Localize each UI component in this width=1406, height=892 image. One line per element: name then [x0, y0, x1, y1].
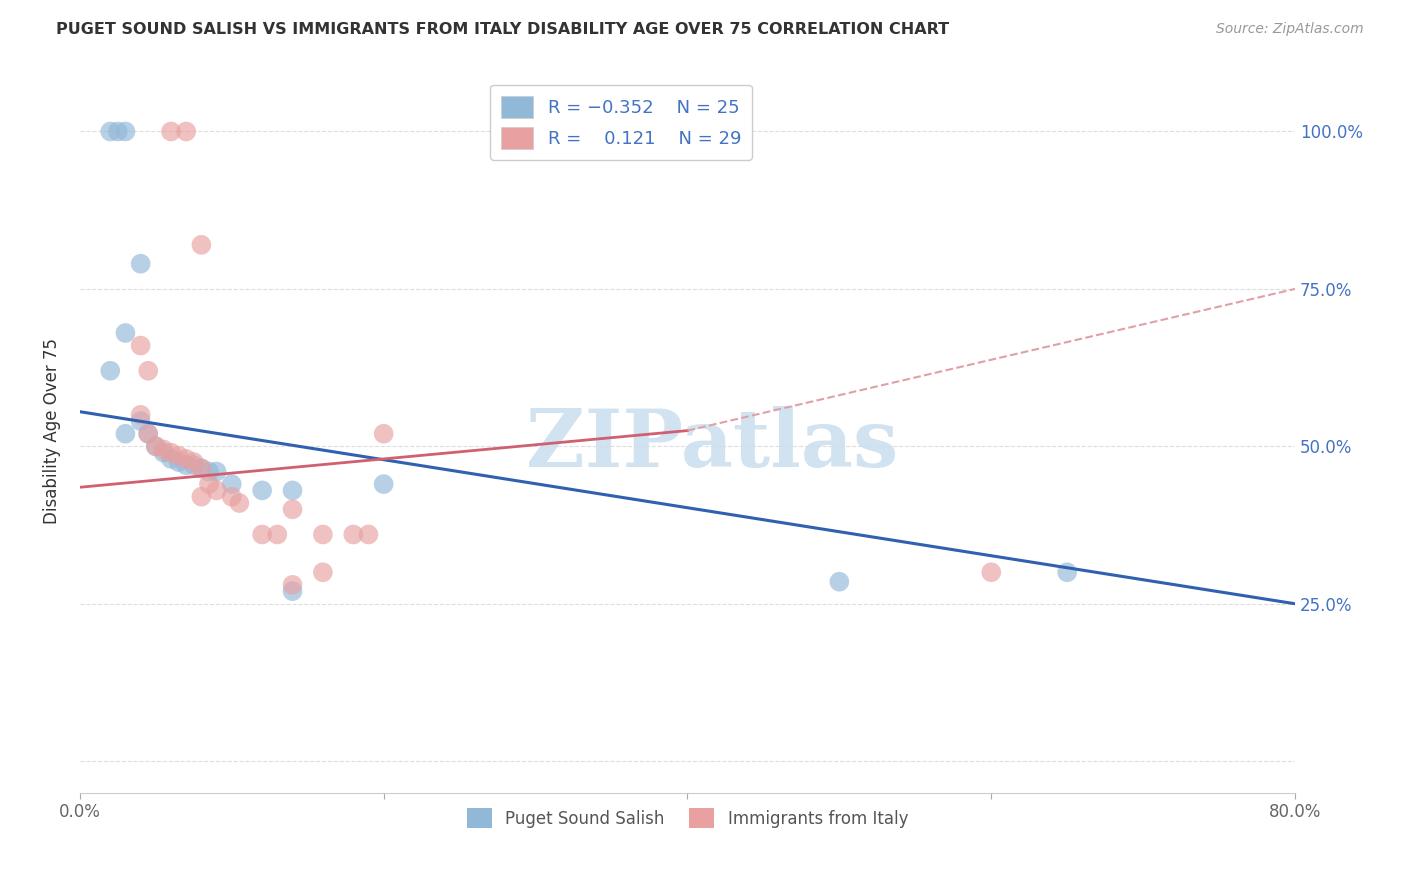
Point: [183, 458, 205, 473]
Point: [129, 408, 152, 422]
Point: [152, 445, 174, 459]
Point: [136, 364, 159, 378]
Point: [129, 414, 152, 428]
Point: [281, 483, 304, 498]
Point: [160, 451, 183, 466]
Point: [198, 477, 221, 491]
Y-axis label: Disability Age Over 75: Disability Age Over 75: [44, 337, 60, 524]
Point: [190, 461, 212, 475]
Text: ZIPatlas: ZIPatlas: [526, 406, 898, 484]
Point: [250, 483, 273, 498]
Point: [174, 451, 197, 466]
Point: [183, 455, 205, 469]
Point: [205, 483, 228, 498]
Point: [129, 257, 152, 271]
Point: [266, 527, 288, 541]
Point: [281, 502, 304, 516]
Point: [114, 326, 136, 340]
Point: [174, 124, 197, 138]
Point: [107, 124, 129, 138]
Point: [373, 477, 395, 491]
Point: [114, 124, 136, 138]
Point: [98, 364, 121, 378]
Point: [281, 584, 304, 599]
Point: [281, 578, 304, 592]
Text: PUGET SOUND SALISH VS IMMIGRANTS FROM ITALY DISABILITY AGE OVER 75 CORRELATION C: PUGET SOUND SALISH VS IMMIGRANTS FROM IT…: [56, 22, 949, 37]
Point: [980, 566, 1002, 580]
Point: [145, 439, 167, 453]
Point: [221, 490, 243, 504]
Point: [98, 124, 121, 138]
Point: [190, 490, 212, 504]
Point: [160, 124, 183, 138]
Point: [221, 477, 243, 491]
Point: [167, 449, 190, 463]
Point: [828, 574, 851, 589]
Point: [373, 426, 395, 441]
Point: [205, 465, 228, 479]
Point: [357, 527, 380, 541]
Point: [114, 426, 136, 441]
Point: [152, 442, 174, 457]
Point: [167, 455, 190, 469]
Point: [190, 461, 212, 475]
Point: [129, 338, 152, 352]
Point: [198, 465, 221, 479]
Point: [228, 496, 250, 510]
Point: [145, 439, 167, 453]
Point: [1056, 566, 1078, 580]
Point: [250, 527, 273, 541]
Text: Source: ZipAtlas.com: Source: ZipAtlas.com: [1216, 22, 1364, 37]
Legend: Puget Sound Salish, Immigrants from Italy: Puget Sound Salish, Immigrants from Ital…: [460, 801, 915, 835]
Point: [174, 458, 197, 473]
Point: [190, 237, 212, 252]
Point: [160, 445, 183, 459]
Point: [136, 426, 159, 441]
Point: [312, 566, 335, 580]
Point: [136, 426, 159, 441]
Point: [342, 527, 364, 541]
Point: [312, 527, 335, 541]
